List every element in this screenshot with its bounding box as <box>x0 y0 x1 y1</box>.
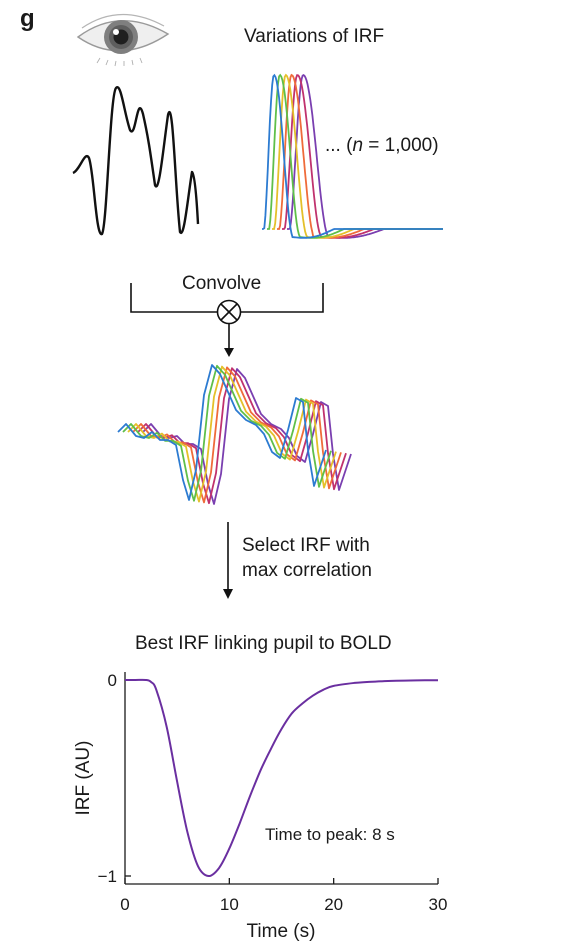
best-irf-line <box>125 678 439 877</box>
y-tick-label: −1 <box>98 867 117 886</box>
convolved-traces <box>117 364 352 505</box>
x-tick-label: 20 <box>324 895 343 914</box>
convolve-operator-icon <box>216 299 242 325</box>
convolved-trace-1 <box>117 364 327 501</box>
select-label-line1: Select IRF with <box>242 535 370 556</box>
convolved-trace-5 <box>137 367 347 505</box>
x-tick-label: 30 <box>429 895 448 914</box>
convolved-trace-6 <box>142 368 352 505</box>
panel-letter: g <box>20 5 35 32</box>
eye-icon <box>76 13 170 67</box>
n-label: ... (n = 1,000) <box>325 135 439 156</box>
x-tick-label: 0 <box>120 895 129 914</box>
best-irf-chart: 0 10 20 300−1 <box>98 671 448 914</box>
irf-variations <box>262 73 443 239</box>
select-arrow <box>223 522 233 599</box>
irf-variant-5 <box>282 74 443 239</box>
convolved-trace-4 <box>132 366 342 504</box>
select-label-line2: max correlation <box>242 560 372 581</box>
variations-title: Variations of IRF <box>244 26 384 47</box>
convolve-label: Convolve <box>182 273 261 294</box>
convolved-trace-3 <box>127 365 337 503</box>
chart-title: Best IRF linking pupil to BOLD <box>135 633 392 654</box>
y-tick-label: 0 <box>108 671 117 690</box>
chart-annotation: Time to peak: 8 s <box>265 825 395 844</box>
x-axis-label: Time (s) <box>247 921 316 942</box>
pupil-trace <box>72 86 200 236</box>
y-axis-label: IRF (AU) <box>73 741 94 816</box>
x-tick-label: 10 <box>220 895 239 914</box>
convolved-trace-2 <box>122 364 332 502</box>
irf-variant-1 <box>262 73 443 239</box>
